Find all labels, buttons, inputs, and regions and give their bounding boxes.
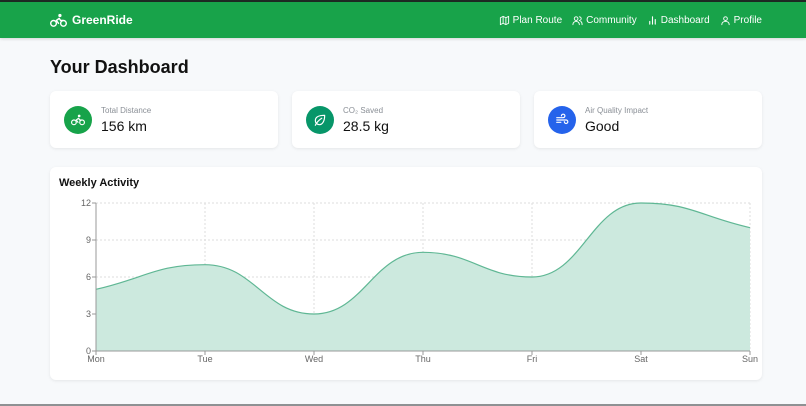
window-bottom-border (0, 404, 806, 406)
page-title: Your Dashboard (50, 57, 189, 77)
x-tick-label: Tue (197, 354, 212, 364)
leaf-icon (314, 114, 326, 126)
chart-title: Weekly Activity (59, 177, 140, 189)
y-tick-label: 3 (86, 309, 91, 319)
nav-profile[interactable]: Profile (720, 15, 762, 26)
stat-card-air-quality: Air Quality Impact Good (534, 91, 762, 148)
stat-value: 156 km (101, 117, 147, 134)
weekly-activity-chart: 0 3 6 9 12 Mon Tue Wed Thu Fri Sat Sun (81, 198, 758, 364)
map-icon (499, 15, 509, 25)
brand-name: GreenRide (72, 13, 133, 27)
y-tick-label: 12 (81, 198, 91, 208)
nav-link-label: Profile (733, 14, 762, 26)
user-icon (721, 15, 730, 25)
stat-label: CO₂ Saved (343, 105, 384, 115)
y-tick-label: 0 (86, 346, 91, 356)
x-tick-label: Thu (415, 354, 431, 364)
stat-icon-circle (64, 105, 92, 134)
stat-icon-circle (548, 105, 576, 134)
x-tick-label: Sun (742, 354, 758, 364)
stat-label: Air Quality Impact (585, 105, 649, 115)
x-tick-label: Mon (87, 354, 105, 364)
x-tick-label: Wed (305, 354, 323, 364)
stat-value: Good (585, 117, 620, 134)
y-tick-label: 6 (86, 272, 91, 282)
stat-icon-circle (306, 105, 334, 134)
users-icon (572, 15, 583, 25)
stat-card-total-distance: Total Distance 156 km (50, 91, 278, 148)
wind-icon (556, 113, 569, 124)
weekly-activity-card: Weekly Activity 0 3 6 9 12 Mon Tue Wed Thu Fri Sat… (50, 167, 762, 380)
stat-label: Total Distance (101, 105, 152, 115)
area-fill (96, 203, 750, 351)
window-top-border (0, 0, 806, 2)
nav-plan-route[interactable]: Plan Route (499, 15, 562, 26)
x-tick-label: Fri (527, 354, 538, 364)
bike-icon (50, 13, 67, 27)
nav-links: Plan Route Community Dashboard Profile (499, 15, 762, 26)
x-tick-label: Sat (634, 354, 648, 364)
stat-card-co2-saved: CO₂ Saved 28.5 kg (292, 91, 520, 148)
nav-link-label: Community (586, 14, 637, 26)
area-line (95, 202, 751, 315)
stat-value: 28.5 kg (343, 117, 389, 134)
brand-logo[interactable]: GreenRide (50, 13, 133, 28)
nav-link-label: Dashboard (660, 14, 710, 26)
nav-dashboard[interactable]: Dashboard (647, 15, 710, 26)
bike-icon (71, 114, 85, 125)
y-tick-label: 9 (86, 235, 91, 245)
navbar: GreenRide Plan Route Community Dashboard… (0, 2, 806, 38)
nav-link-label: Plan Route (512, 14, 563, 26)
bar-chart-icon (648, 15, 656, 25)
nav-community[interactable]: Community (572, 15, 637, 26)
